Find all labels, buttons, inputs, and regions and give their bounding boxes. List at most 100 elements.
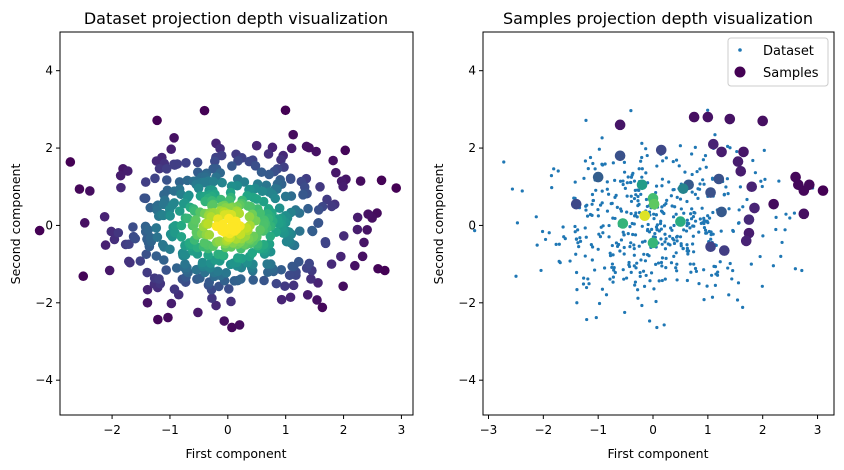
data-point bbox=[123, 166, 133, 176]
dataset-point bbox=[575, 301, 579, 305]
dataset-point bbox=[698, 167, 702, 171]
data-point bbox=[192, 157, 203, 168]
dataset-point bbox=[736, 221, 741, 225]
sample-point bbox=[732, 156, 744, 167]
right-y-axis-label: Second component bbox=[431, 164, 446, 285]
data-point bbox=[265, 231, 276, 242]
sample-point bbox=[570, 198, 582, 210]
dataset-point bbox=[675, 269, 679, 273]
data-point bbox=[226, 222, 237, 232]
data-point bbox=[176, 232, 187, 242]
dataset-point bbox=[644, 147, 648, 151]
dataset-point bbox=[661, 159, 665, 163]
dataset-point bbox=[584, 235, 588, 239]
dataset-point bbox=[689, 212, 693, 216]
dataset-point bbox=[652, 212, 656, 216]
dataset-point bbox=[598, 203, 603, 207]
data-point bbox=[280, 105, 291, 116]
dataset-point bbox=[631, 171, 635, 175]
dataset-point bbox=[672, 241, 677, 246]
dataset-point bbox=[605, 209, 610, 213]
dataset-point bbox=[664, 266, 668, 270]
dataset-point bbox=[650, 227, 654, 231]
legend-samples-marker bbox=[734, 66, 746, 78]
right-panel: Samples projection depth visualization −… bbox=[431, 9, 835, 461]
dataset-point bbox=[693, 211, 697, 215]
data-point bbox=[213, 266, 223, 277]
right-axes-frame bbox=[482, 31, 835, 416]
dataset-point bbox=[728, 261, 732, 266]
right-x-tick-label: −1 bbox=[589, 423, 607, 437]
dataset-point bbox=[618, 179, 623, 183]
dataset-point bbox=[557, 242, 561, 246]
data-point bbox=[306, 274, 316, 284]
sample-point bbox=[675, 216, 686, 227]
dataset-point bbox=[672, 187, 676, 192]
dataset-point bbox=[594, 315, 598, 320]
dataset-point bbox=[741, 205, 745, 209]
data-point bbox=[271, 278, 282, 289]
data-point bbox=[255, 225, 265, 235]
dataset-point bbox=[654, 262, 658, 266]
left-x-axis-label: First component bbox=[186, 446, 287, 461]
dataset-point bbox=[697, 230, 701, 234]
dataset-point bbox=[741, 305, 745, 309]
dataset-point bbox=[777, 179, 781, 183]
dataset-point bbox=[637, 167, 641, 171]
right-y-tick-label: 4 bbox=[468, 64, 476, 78]
dataset-point bbox=[596, 207, 600, 212]
dataset-point bbox=[674, 251, 678, 255]
dataset-point bbox=[702, 182, 706, 186]
dataset-point bbox=[600, 201, 604, 205]
dataset-point bbox=[713, 265, 718, 269]
dataset-point bbox=[697, 282, 701, 286]
dataset-point bbox=[629, 194, 633, 198]
data-point bbox=[373, 263, 383, 274]
dataset-point bbox=[702, 268, 706, 272]
data-point bbox=[161, 164, 172, 174]
dataset-point bbox=[510, 187, 515, 191]
left-y-ticks: −4 −2 0 2 4 bbox=[35, 64, 60, 387]
dataset-point bbox=[727, 293, 731, 297]
dataset-point bbox=[632, 253, 636, 257]
dataset-point bbox=[663, 240, 667, 244]
dataset-point bbox=[675, 262, 679, 266]
right-y-tick-label: −4 bbox=[458, 373, 476, 387]
dataset-point bbox=[643, 259, 648, 263]
data-point bbox=[174, 206, 185, 216]
sample-point bbox=[743, 214, 755, 225]
dataset-point bbox=[597, 232, 601, 236]
dataset-point bbox=[583, 159, 588, 163]
dataset-point bbox=[622, 160, 627, 164]
dataset-point bbox=[774, 215, 778, 220]
right-y-tick-label: 0 bbox=[468, 218, 476, 232]
dataset-point bbox=[539, 268, 543, 273]
data-point bbox=[211, 300, 221, 311]
left-y-tick-label: −2 bbox=[35, 296, 53, 310]
dataset-point bbox=[621, 179, 625, 183]
dataset-point bbox=[633, 213, 638, 217]
dataset-point bbox=[666, 242, 670, 246]
dataset-point bbox=[576, 228, 580, 232]
dataset-point bbox=[659, 219, 663, 223]
dataset-point bbox=[622, 252, 626, 256]
data-point bbox=[208, 176, 219, 187]
legend-box bbox=[727, 37, 829, 87]
dataset-point bbox=[632, 179, 637, 183]
dataset-point bbox=[627, 263, 631, 267]
data-point bbox=[331, 167, 341, 178]
right-y-ticks: −4 −2 0 2 4 bbox=[458, 64, 483, 387]
dataset-point bbox=[633, 283, 637, 287]
dataset-point bbox=[662, 323, 666, 327]
dataset-point bbox=[646, 222, 650, 227]
dataset-point bbox=[473, 229, 477, 233]
data-point bbox=[158, 255, 169, 265]
dataset-point bbox=[683, 170, 687, 174]
dataset-point bbox=[613, 195, 617, 199]
dataset-point bbox=[608, 253, 613, 258]
sample-point bbox=[614, 119, 626, 131]
dataset-point bbox=[679, 207, 683, 211]
dataset-point bbox=[622, 233, 626, 237]
data-point bbox=[259, 275, 269, 286]
left-point-group bbox=[34, 105, 402, 333]
